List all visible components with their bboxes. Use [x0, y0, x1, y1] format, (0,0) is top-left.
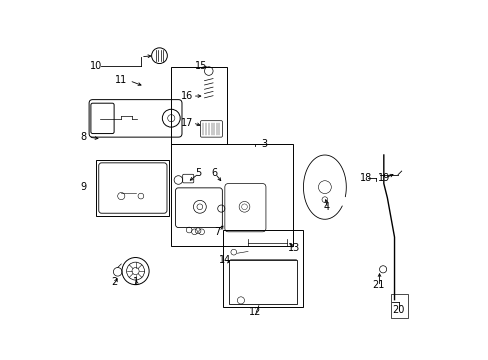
Text: 20: 20	[391, 305, 404, 315]
Text: 17: 17	[181, 118, 193, 128]
Text: 18: 18	[359, 173, 371, 183]
Text: 19: 19	[377, 173, 389, 183]
Text: 4: 4	[323, 202, 329, 212]
Bar	[223, 230, 303, 307]
Text: 5: 5	[195, 168, 201, 178]
Text: 15: 15	[195, 61, 207, 71]
Text: 3: 3	[261, 139, 266, 149]
Text: 12: 12	[248, 307, 261, 317]
Text: 14: 14	[218, 255, 230, 265]
Bar	[171, 144, 292, 246]
Text: 8: 8	[81, 132, 87, 142]
Text: 10: 10	[90, 61, 102, 71]
Text: 6: 6	[211, 168, 217, 178]
Bar	[96, 160, 169, 216]
Text: 11: 11	[115, 75, 127, 85]
Text: 9: 9	[81, 182, 87, 192]
Text: 21: 21	[371, 280, 384, 291]
Bar	[171, 67, 226, 144]
Text: 13: 13	[288, 243, 300, 253]
Text: 16: 16	[181, 91, 193, 101]
Bar	[390, 294, 407, 318]
Text: 1: 1	[132, 277, 138, 287]
Text: 2: 2	[111, 277, 117, 287]
Text: 7: 7	[214, 227, 221, 237]
